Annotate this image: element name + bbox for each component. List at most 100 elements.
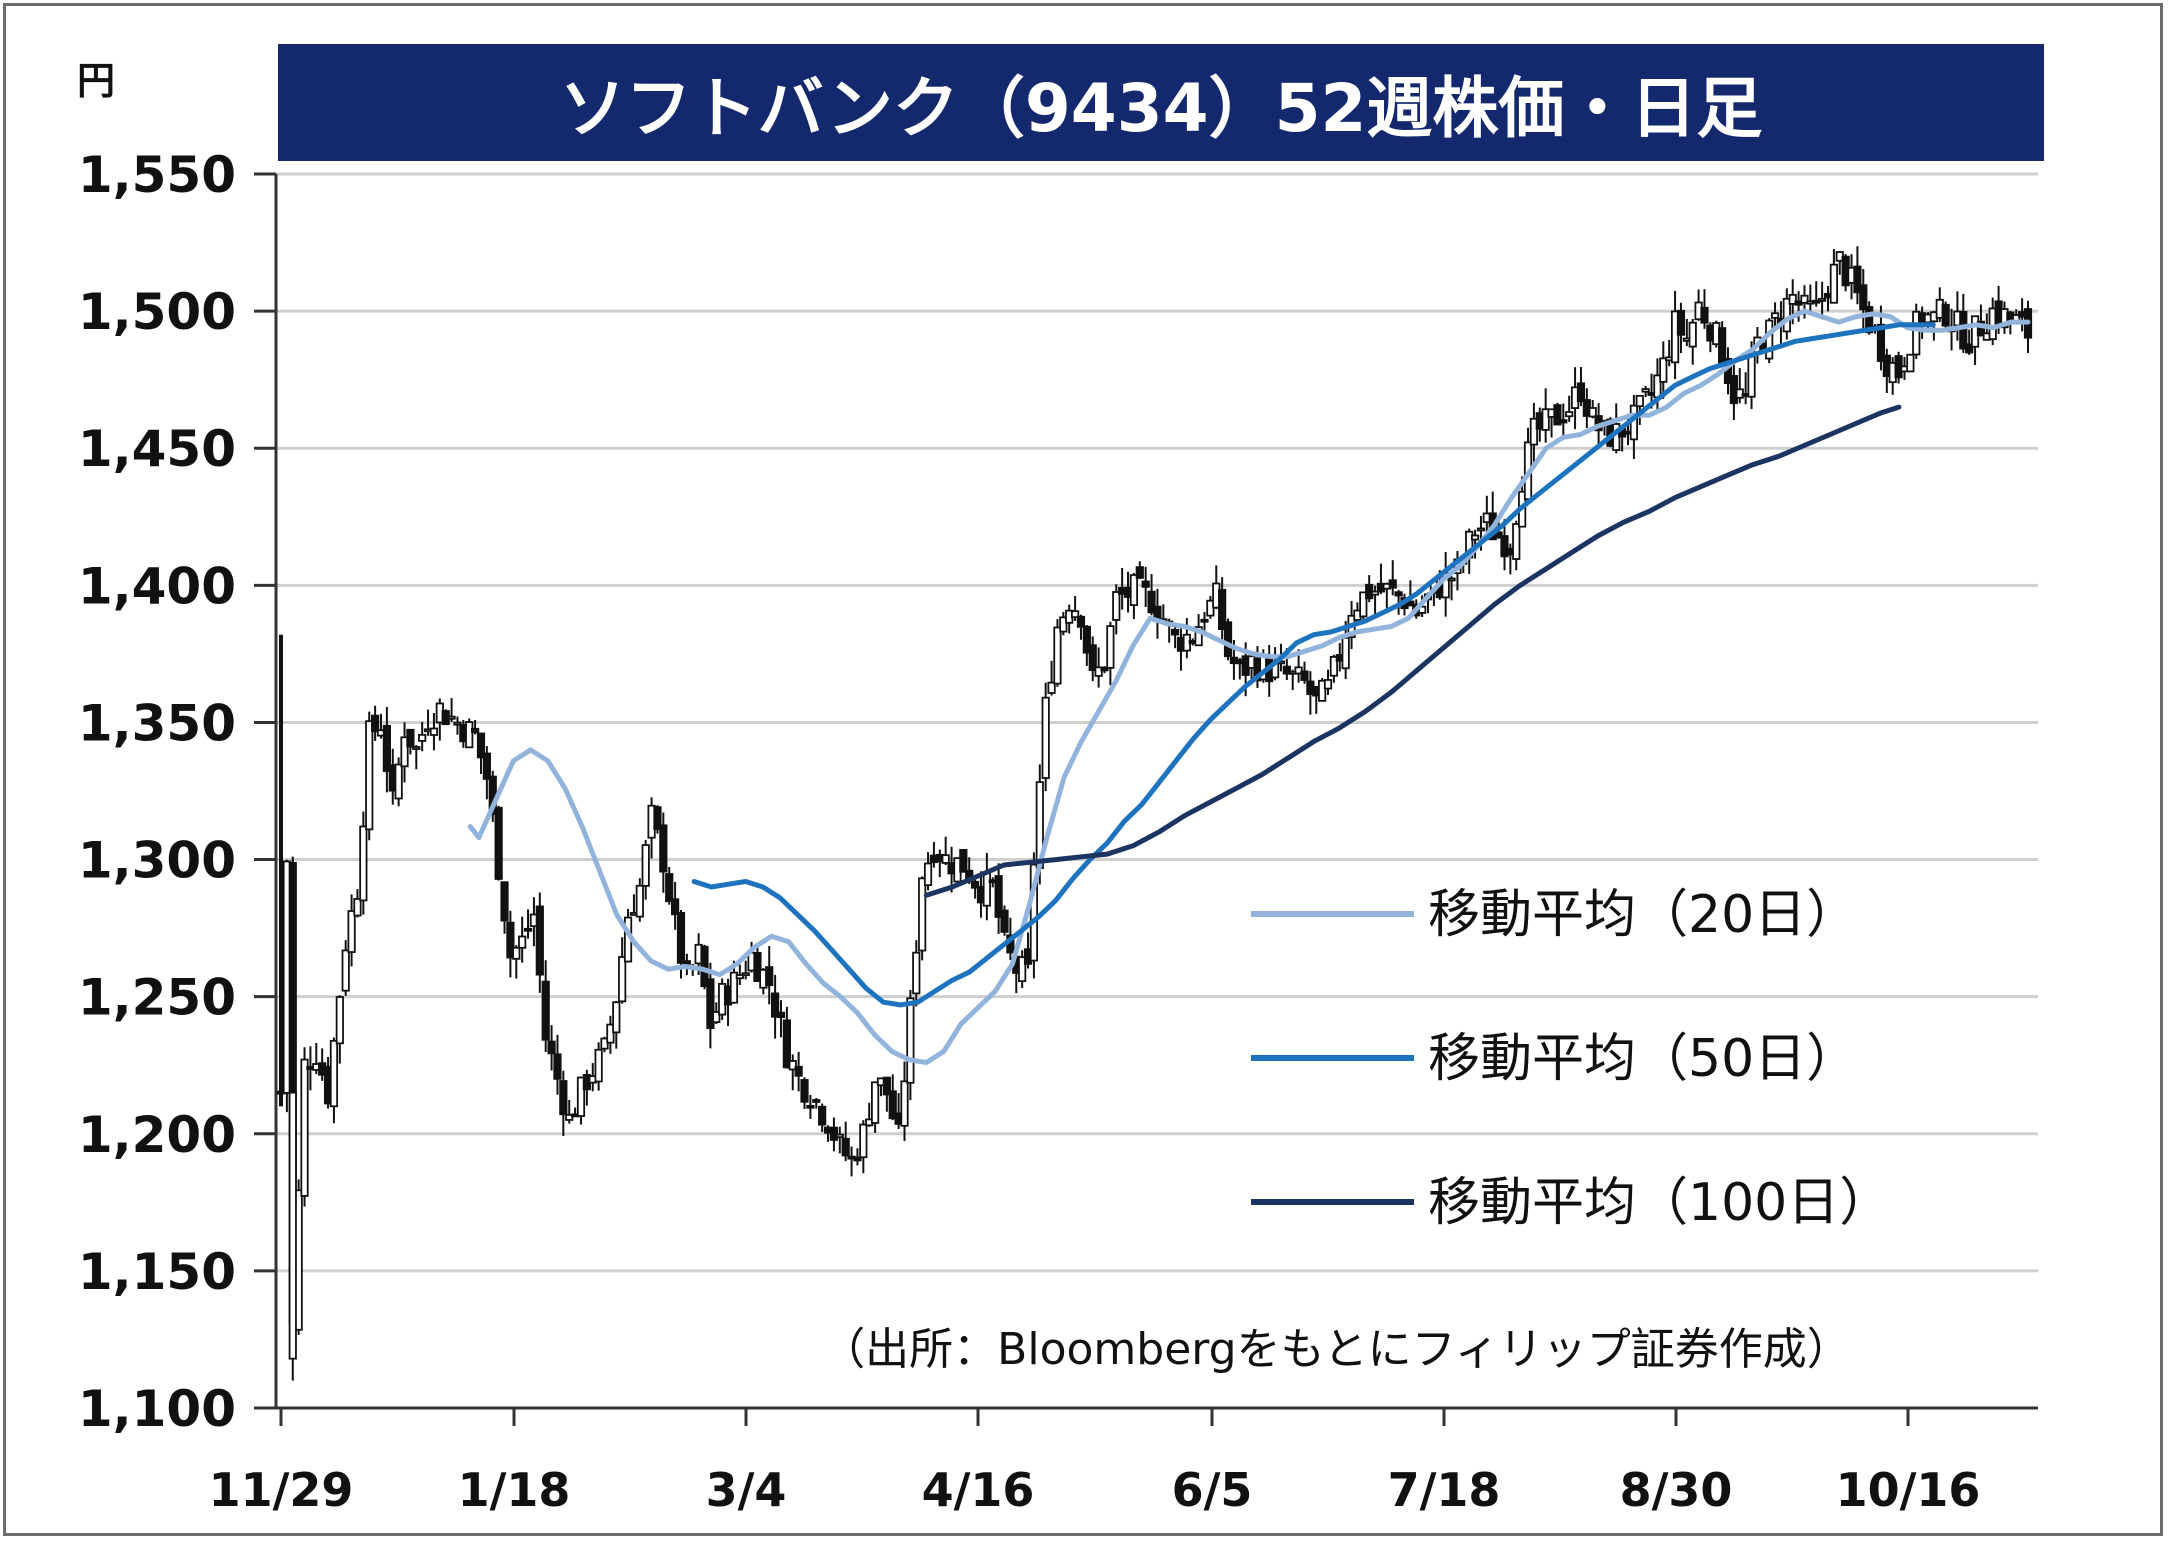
candle-body — [1370, 590, 1380, 596]
candle-body — [1388, 579, 1397, 589]
candle-body — [1565, 411, 1574, 418]
candle-body — [1294, 666, 1303, 675]
candle-body — [1223, 621, 1233, 658]
candle-body — [1853, 265, 1862, 294]
candle-body — [959, 849, 968, 873]
candle-body — [1323, 679, 1333, 690]
candle-body — [1170, 628, 1180, 636]
candle-body — [941, 854, 950, 864]
candle-body — [753, 951, 762, 983]
candle-body — [447, 715, 456, 720]
x-tick-label: 11/29 — [209, 1463, 354, 1517]
candle-body — [1965, 343, 1974, 354]
candle-body — [665, 873, 674, 903]
candle-body — [994, 875, 1003, 918]
candle-body — [1770, 312, 1780, 319]
candle-body — [429, 727, 439, 736]
candle-body — [729, 971, 739, 1004]
x-tick-label: 8/30 — [1620, 1463, 1733, 1517]
candle-body — [1406, 600, 1415, 607]
y-tick-labels: 1,100 1,150 1,200 1,250 1,300 1,350 1,400 1,450… — [78, 146, 236, 1438]
candle-body — [1470, 534, 1480, 541]
candle-body — [918, 877, 927, 952]
legend-label: 移動平均（100日） — [1428, 1173, 1891, 1233]
candle-body — [365, 720, 374, 831]
candle-body — [565, 1113, 574, 1121]
candle-body — [1318, 679, 1327, 702]
moving-average-lines — [467, 308, 2031, 1065]
y-tick-label: 1,200 — [78, 1106, 236, 1164]
candle-body — [523, 927, 533, 932]
candle-body — [806, 1104, 815, 1109]
candle-body — [559, 1080, 568, 1116]
candle-body — [1553, 404, 1562, 426]
candle-body — [1635, 394, 1644, 408]
candle-body — [512, 946, 521, 960]
candle-body — [706, 978, 715, 1030]
candle-body — [1959, 310, 1968, 350]
candle-body — [494, 806, 503, 880]
candle-body — [635, 884, 644, 918]
candle-body — [1576, 382, 1586, 403]
candle-body — [1747, 355, 1756, 398]
candle-body — [794, 1065, 803, 1077]
candle-body — [1494, 531, 1503, 539]
candle-body — [882, 1076, 891, 1096]
y-tick-label: 1,400 — [78, 557, 236, 615]
x-tick-label: 4/16 — [922, 1463, 1035, 1517]
candle-body — [1282, 665, 1291, 675]
candle-body — [1659, 357, 1668, 383]
y-tick-label: 1,500 — [78, 283, 236, 341]
candle-body — [659, 824, 668, 873]
candle-body — [712, 1011, 721, 1024]
candle-body — [288, 1091, 297, 1360]
candle-body — [1053, 626, 1062, 685]
candle-body — [618, 956, 627, 1003]
x-tick-label: 10/16 — [1836, 1463, 1981, 1517]
candle-body — [1300, 670, 1309, 681]
candle-body — [1141, 580, 1150, 588]
candle-body — [741, 972, 750, 977]
candle-body — [1000, 909, 1009, 933]
candle-body — [1559, 419, 1568, 424]
candle-body — [888, 1090, 897, 1120]
candle-body — [1500, 535, 1509, 558]
candle-body — [735, 974, 744, 980]
candle-body — [1059, 616, 1068, 633]
x-tick-labels: 11/29 1/18 3/4 4/16 6/5 7/18 8/30 10/16 — [209, 1408, 1981, 1517]
candle-body — [1906, 353, 1915, 373]
candle-body — [1588, 407, 1597, 418]
candle-body — [606, 1023, 615, 1044]
candle-body — [1082, 625, 1091, 654]
candle-body — [1147, 590, 1156, 614]
candle-body — [453, 721, 462, 726]
candle-body — [812, 1099, 821, 1103]
candle-body — [406, 728, 415, 748]
candle-body — [1941, 303, 1950, 327]
candle-body — [300, 1058, 309, 1197]
candle-body — [841, 1137, 850, 1157]
candle-body — [1700, 306, 1709, 324]
candle-body — [335, 996, 344, 1045]
title-banner — [278, 44, 2044, 161]
candle-body — [1670, 310, 1680, 364]
candle-body — [1829, 263, 1838, 304]
candle-body — [329, 1039, 339, 1108]
candle-body — [600, 1037, 609, 1050]
candle-body — [1529, 417, 1538, 446]
candle-body — [653, 806, 662, 830]
y-tick-label: 1,300 — [78, 832, 236, 890]
candle-body — [418, 733, 427, 742]
y-tick-label: 1,150 — [78, 1243, 236, 1301]
candle-body — [576, 1076, 586, 1117]
candle-body — [982, 871, 991, 907]
candle-body — [859, 1123, 868, 1159]
candle-body — [818, 1105, 827, 1126]
candle-body — [1106, 625, 1115, 669]
candle-body — [1018, 956, 1027, 983]
y-tick-label: 1,550 — [78, 146, 236, 204]
moving-average-line — [467, 308, 2031, 1065]
candle-body — [1341, 636, 1350, 670]
candle-body — [765, 966, 774, 987]
candle-body — [353, 898, 362, 917]
